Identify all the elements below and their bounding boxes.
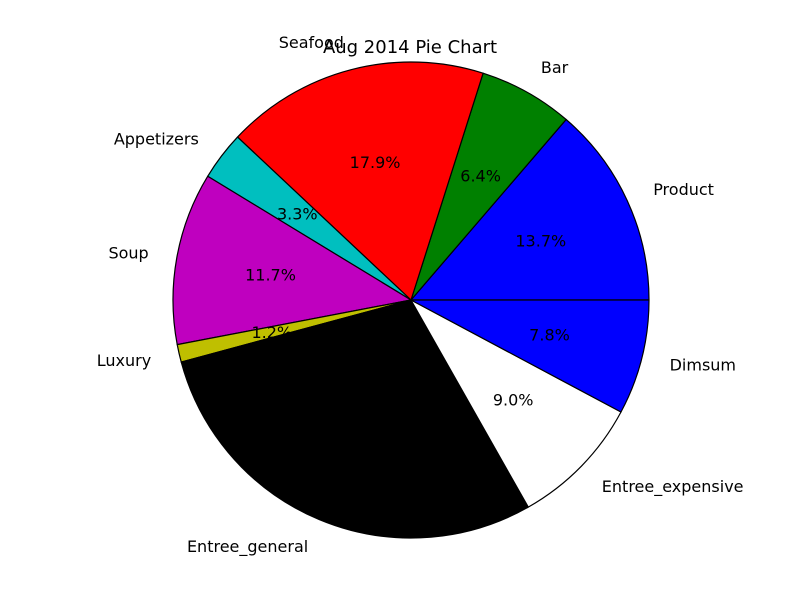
slice-percent-label: 9.0%: [493, 391, 534, 410]
slice-labels: Product Bar Seafood Appetizers Soup Luxury Ent…: [97, 33, 744, 557]
slice-percent-label: 1.2%: [251, 323, 292, 342]
slice-label: Entree_general: [187, 537, 308, 557]
pie-slice-product: [410, 118, 650, 301]
pie-slice-entree-general: [180, 299, 529, 539]
slice-percent-label: 3.3%: [277, 205, 318, 224]
slice-label: Dimsum: [670, 356, 736, 375]
pie-slice-seafood: [236, 61, 484, 301]
slice-percent-label: 11.7%: [245, 266, 296, 285]
pie-slices: [172, 61, 650, 539]
pie-slice-soup: [172, 175, 412, 346]
chart-title: Aug 2014 Pie Chart: [323, 37, 497, 58]
slice-percent-label: 6.4%: [460, 166, 501, 185]
slice-percent-label: 17.9%: [350, 153, 401, 172]
pie-slice-dimsum: [410, 299, 650, 413]
slice-label: Bar: [541, 58, 569, 77]
percent-labels: 13.7% 6.4% 17.9% 3.3% 11.7% 1.2% 9.0% 7.8%: [245, 153, 570, 410]
slice-percent-label: 7.8%: [529, 326, 570, 345]
slice-label: Luxury: [97, 351, 151, 370]
slice-label: Product: [653, 180, 714, 199]
pie-slice-entree-expensive: [410, 299, 622, 508]
slice-percent-label: 13.7%: [515, 231, 566, 250]
slice-label: Entree_expensive: [602, 477, 744, 497]
slice-label: Soup: [108, 244, 148, 263]
slice-label: Seafood: [279, 33, 344, 52]
slice-label: Appetizers: [114, 130, 199, 149]
